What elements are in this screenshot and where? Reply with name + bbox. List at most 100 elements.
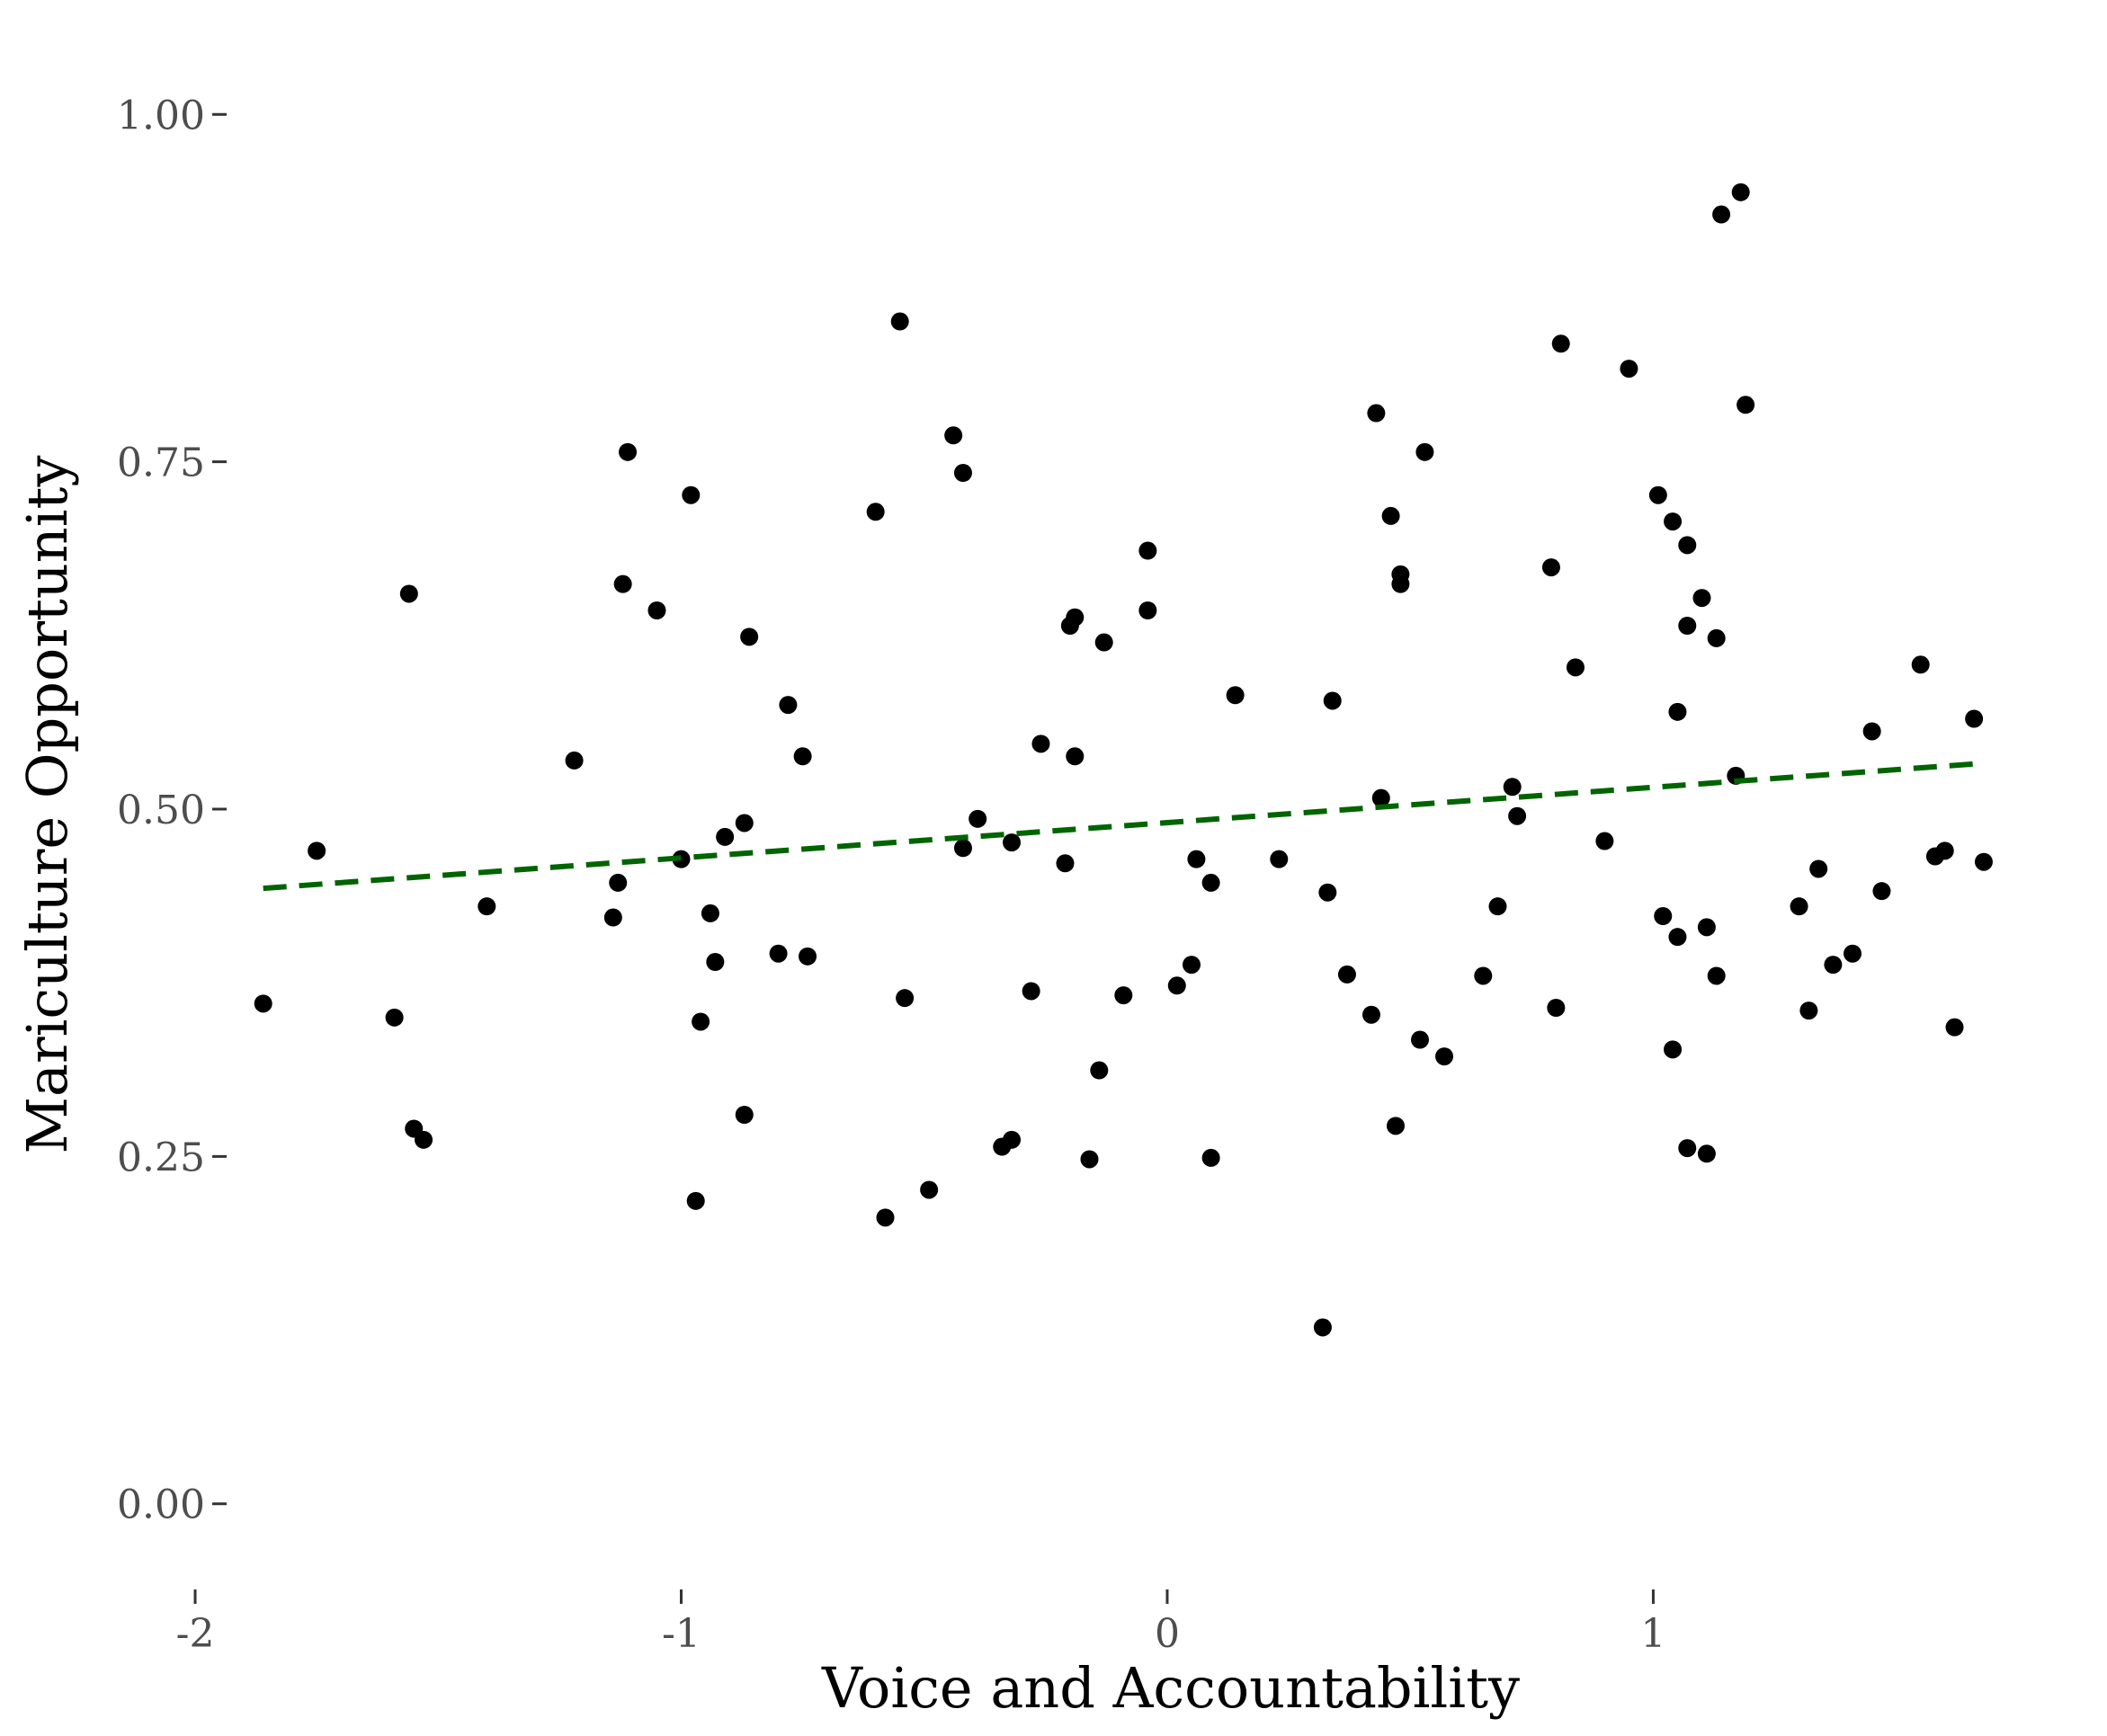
data-point	[1707, 628, 1726, 647]
data-point	[619, 442, 638, 461]
data-point	[740, 628, 759, 646]
data-point	[385, 1008, 404, 1027]
data-point	[1318, 883, 1337, 902]
data-point	[1056, 854, 1075, 873]
data-point	[1367, 404, 1386, 423]
data-point	[1138, 541, 1157, 560]
data-point	[706, 953, 725, 971]
data-point	[866, 503, 885, 521]
data-point	[1022, 982, 1040, 1001]
data-point	[1799, 1002, 1818, 1020]
data-point	[1678, 1139, 1697, 1158]
data-point	[399, 584, 418, 603]
data-point	[1488, 897, 1507, 916]
y-tick-label: 0.50	[117, 788, 205, 833]
y-axis-title: Mariculture Opportunity	[14, 456, 80, 1154]
data-point	[735, 814, 754, 832]
data-point	[1692, 589, 1711, 608]
data-point	[1872, 882, 1891, 901]
data-point	[716, 827, 735, 846]
data-point	[1090, 1061, 1109, 1080]
data-point	[1547, 999, 1566, 1017]
x-tick-label: 0	[1155, 1611, 1180, 1657]
data-point	[478, 897, 496, 916]
data-point	[1386, 1117, 1405, 1135]
data-points	[254, 183, 1993, 1337]
data-point	[1551, 334, 1570, 353]
y-tick-label: 0.00	[117, 1482, 205, 1528]
data-point	[1474, 966, 1493, 985]
data-point	[1707, 966, 1726, 985]
data-point	[735, 1106, 754, 1124]
trend-line	[263, 761, 1985, 892]
data-point	[953, 464, 972, 482]
data-point	[609, 873, 628, 892]
data-point	[1167, 976, 1186, 995]
data-point	[1066, 747, 1085, 766]
data-point	[692, 1012, 710, 1031]
data-point	[1003, 1130, 1022, 1149]
data-point	[254, 994, 272, 1013]
data-point	[1945, 1018, 1964, 1037]
x-axis: -2 -1 0 1	[176, 1589, 1665, 1657]
data-point	[682, 485, 701, 504]
data-point	[1697, 1144, 1716, 1163]
x-tick-label: 1	[1640, 1611, 1665, 1657]
data-point	[603, 908, 622, 927]
data-point	[1114, 986, 1133, 1005]
data-point	[1323, 691, 1342, 710]
data-point	[1415, 442, 1434, 461]
data-point	[1697, 918, 1716, 937]
data-point	[1595, 832, 1614, 850]
data-point	[565, 751, 584, 770]
data-point	[1094, 633, 1113, 652]
data-point	[1648, 485, 1667, 504]
data-point	[1313, 1318, 1332, 1337]
data-point	[1664, 512, 1683, 531]
data-point	[1790, 897, 1808, 916]
data-point	[1337, 965, 1356, 984]
trend-line-group	[263, 761, 1985, 892]
data-point	[1566, 658, 1585, 677]
data-point	[1620, 360, 1638, 378]
data-point	[686, 1191, 705, 1210]
x-axis-title: Voice and Accountability	[821, 1655, 1520, 1721]
data-point	[1678, 617, 1697, 635]
data-point	[1138, 601, 1157, 619]
data-point	[647, 601, 666, 619]
data-point	[1935, 841, 1954, 860]
data-point	[779, 696, 798, 715]
data-point	[1503, 778, 1522, 797]
data-point	[1668, 928, 1687, 947]
data-point	[1678, 536, 1697, 555]
data-point	[799, 947, 817, 966]
data-point	[1824, 956, 1843, 975]
data-point	[953, 839, 972, 858]
data-point	[1435, 1047, 1454, 1066]
data-point	[1270, 850, 1289, 868]
data-point	[1664, 1040, 1683, 1059]
data-point	[1381, 506, 1400, 525]
data-point	[1654, 907, 1673, 925]
x-tick-label: -1	[662, 1611, 701, 1657]
x-tick-label: -2	[176, 1611, 215, 1657]
data-point	[1201, 873, 1220, 892]
data-point	[1066, 608, 1085, 627]
data-point	[1080, 1150, 1099, 1169]
data-point	[1226, 686, 1245, 705]
data-point	[1712, 205, 1731, 224]
data-point	[876, 1208, 895, 1227]
data-point	[1003, 833, 1022, 852]
data-point	[1809, 859, 1828, 878]
data-point	[1668, 702, 1687, 721]
data-point	[769, 944, 788, 963]
data-point	[1031, 734, 1050, 753]
data-point	[1844, 944, 1862, 963]
y-tick-label: 0.75	[117, 441, 205, 486]
y-tick-label: 1.00	[117, 93, 205, 138]
data-point	[1862, 722, 1881, 741]
data-point	[1391, 574, 1410, 593]
data-point	[969, 809, 987, 828]
